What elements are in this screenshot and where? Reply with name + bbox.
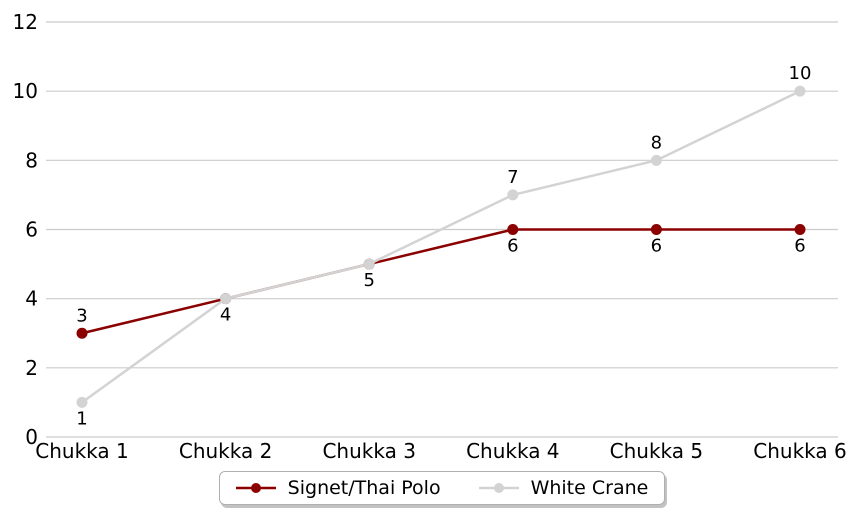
series-white-crane	[76, 85, 806, 408]
data-point-label-signet-thai-polo: 4	[220, 305, 231, 326]
data-point-white-crane	[363, 258, 375, 270]
data-point-label-signet-thai-polo: 6	[507, 236, 518, 257]
x-tick-label-chukka-2: Chukka 2	[179, 439, 272, 463]
x-tick-label-chukka-6: Chukka 6	[753, 439, 846, 463]
data-point-white-crane	[794, 85, 806, 97]
data-point-white-crane	[76, 396, 88, 408]
data-point-signet-thai-polo	[76, 327, 88, 339]
legend-line-marker-icon	[235, 483, 276, 493]
legend-label: Signet/Thai Polo	[287, 477, 441, 499]
data-point-signet-thai-polo	[794, 224, 806, 235]
data-point-label-white-crane: 8	[651, 132, 662, 153]
legend-label: White Crane	[530, 477, 649, 499]
legend: Signet/Thai Polo White Crane	[218, 471, 666, 505]
data-point-label-white-crane: 7	[507, 167, 518, 188]
data-point-white-crane	[507, 189, 519, 201]
y-tick-label: 2	[25, 356, 38, 380]
data-point-white-crane	[650, 154, 662, 166]
data-point-signet-thai-polo	[507, 224, 519, 235]
y-tick-label: 0	[25, 425, 38, 449]
series-signet-thai-polo	[76, 224, 806, 339]
x-axis-tick-labels: Chukka 1 Chukka 2 Chukka 3 Chukka 4 Chukka 5…	[35, 439, 846, 463]
legend-line-marker-icon	[478, 483, 519, 493]
data-point-label-white-crane: 1	[76, 408, 87, 429]
data-point-label-white-crane: 10	[789, 63, 812, 84]
y-axis-tick-labels: 0 2 4 6 8 10 12	[13, 10, 38, 449]
y-tick-label: 8	[25, 148, 38, 172]
legend-item-white-crane: White Crane	[478, 477, 649, 499]
y-tick-label: 10	[13, 79, 38, 103]
data-labels: 3 4 5 6 6 6 1 7 8 10	[76, 63, 811, 429]
data-point-label-signet-thai-polo: 3	[76, 305, 87, 326]
series-line-white-crane	[81, 90, 801, 404]
gridlines	[46, 21, 838, 438]
x-tick-label-chukka-3: Chukka 3	[322, 439, 415, 463]
data-point-label-signet-thai-polo: 6	[651, 236, 662, 257]
y-tick-label: 12	[13, 10, 38, 34]
legend-item-signet-thai-polo: Signet/Thai Polo	[235, 477, 441, 499]
x-tick-label-chukka-4: Chukka 4	[466, 439, 559, 463]
series-line-signet-thai-polo	[81, 228, 800, 335]
data-point-white-crane	[220, 293, 232, 305]
data-point-signet-thai-polo	[650, 224, 662, 235]
y-tick-label: 4	[25, 287, 38, 311]
data-point-label-signet-thai-polo: 5	[363, 270, 374, 291]
y-tick-label: 6	[25, 218, 38, 242]
data-point-label-signet-thai-polo: 6	[794, 236, 805, 257]
x-tick-label-chukka-1: Chukka 1	[35, 439, 128, 463]
x-tick-label-chukka-5: Chukka 5	[610, 439, 703, 463]
legend-wrap: Signet/Thai Polo White Crane	[46, 471, 838, 505]
